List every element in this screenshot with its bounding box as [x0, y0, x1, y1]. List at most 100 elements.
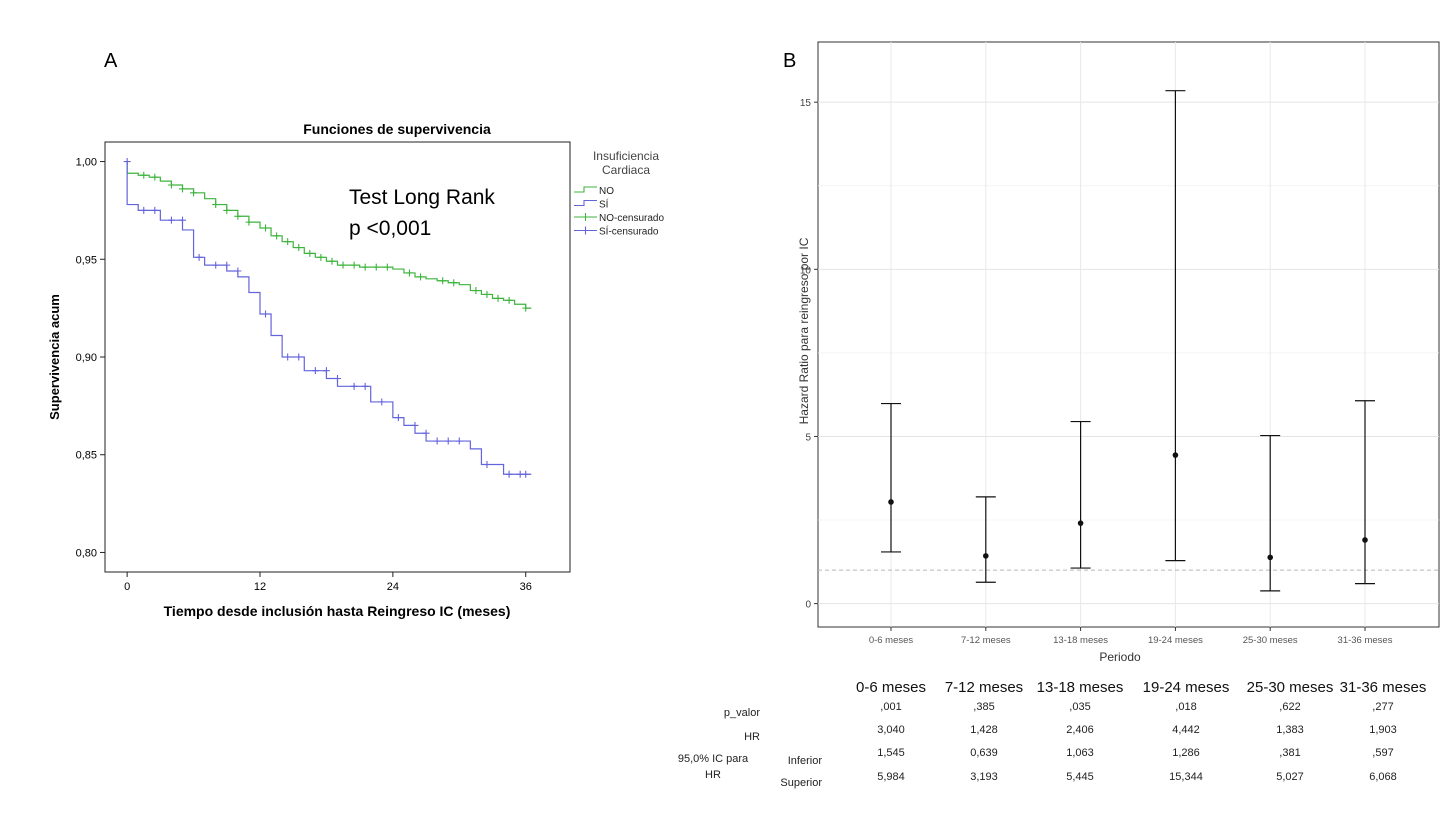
table-cell-hr: 2,406: [1066, 724, 1094, 736]
table-column-header: 31-36 meses: [1340, 679, 1427, 696]
row-label-p-valor: p_valor: [724, 707, 760, 719]
km-y-tick-label: 0,90: [76, 352, 97, 364]
km-censor-mark: [394, 414, 402, 422]
table-cell-inferior: 0,639: [970, 747, 998, 759]
km-censor-mark: [311, 367, 319, 375]
table-cell-hr: 1,903: [1369, 724, 1397, 736]
km-censor-mark: [472, 287, 480, 295]
km-censor-mark: [234, 212, 242, 220]
table-body: ,001 ,385 ,035 ,018 ,622 ,277 3,040 1,428 2,406 4…: [877, 701, 1397, 783]
km-censor-mark: [444, 437, 452, 445]
hr-x-tick-label: 13-18 meses: [1053, 635, 1108, 646]
panel-b: B 0 5 10 15 0-6 meses 7-12 meses 13-18 meses 19…: [783, 41, 1440, 664]
km-censor-mark: [334, 375, 341, 382]
hr-point: [888, 499, 894, 505]
km-annotation-pvalue: p <0,001: [349, 217, 431, 240]
table-cell-p_valor: ,622: [1279, 701, 1300, 713]
km-censor-mark: [245, 218, 253, 226]
table-column-header: 7-12 meses: [945, 679, 1023, 696]
table-cell-superior: 5,445: [1066, 771, 1094, 783]
table-cell-p_valor: ,385: [973, 701, 994, 713]
hr-x-axis-label: Periodo: [1099, 650, 1141, 664]
km-censor-mark: [505, 296, 513, 304]
panel-b-label: B: [783, 50, 796, 72]
km-y-axis-label: Supervivencia acum: [47, 294, 62, 420]
km-censor-mark: [322, 367, 330, 375]
km-censor-mark: [494, 294, 502, 302]
table-header-row: 0-6 meses 7-12 meses 13-18 meses 19-24 mese…: [856, 679, 1426, 696]
km-legend-swatch: [574, 186, 597, 193]
km-censor-mark: [212, 201, 220, 209]
hr-point: [983, 553, 989, 559]
table-cell-hr: 4,442: [1172, 724, 1200, 736]
table-cell-inferior: 1,286: [1172, 747, 1200, 759]
km-censor-mark: [223, 206, 231, 214]
km-censor-mark: [223, 261, 231, 269]
km-censor-mark: [328, 257, 336, 265]
table-cell-hr: 3,040: [877, 724, 905, 736]
table-cell-inferior: 1,063: [1066, 747, 1094, 759]
hr-axes: 0 5 10 15 0-6 meses 7-12 meses 13-18 meses 19-2…: [800, 98, 1393, 646]
table-cell-hr: 1,383: [1276, 724, 1304, 736]
km-y-tick-label: 0,95: [76, 254, 97, 266]
km-x-tick-label: 24: [387, 581, 399, 593]
km-legend-swatch: [574, 213, 597, 221]
panel-a: A Funciones de supervivencia 0 12 24 36 0,80…: [47, 50, 664, 619]
km-censor-mark: [483, 290, 491, 298]
km-censor-mark: [167, 181, 175, 189]
km-axes: 0 12 24 36 0,80 0,85 0,90 0,95 1,00: [76, 157, 532, 593]
km-censor-mark: [151, 206, 159, 214]
km-x-tick-label: 0: [124, 581, 130, 593]
table-column-header: 0-6 meses: [856, 679, 926, 696]
table-cell-inferior: 1,545: [877, 747, 905, 759]
table-cell-inferior: ,597: [1372, 747, 1393, 759]
table-cell-superior: 5,984: [877, 771, 905, 783]
km-censor-mark: [151, 173, 159, 181]
hr-x-tick-label: 19-24 meses: [1148, 635, 1203, 646]
km-annotation-test: Test Long Rank: [349, 186, 495, 209]
km-censor-mark: [306, 249, 314, 257]
km-censor-mark: [405, 269, 413, 277]
km-censor-mark: [439, 277, 447, 285]
panel-a-label: A: [104, 50, 118, 72]
km-censor-mark: [140, 171, 148, 179]
hr-error-bars: [881, 90, 1375, 592]
km-y-tick-label: 0,80: [76, 547, 97, 559]
km-censor-mark: [295, 244, 303, 252]
km-censor-mark: [417, 273, 425, 281]
km-plot-frame: [104, 141, 571, 573]
km-censor-mark: [190, 189, 198, 197]
km-censor-mark: [422, 429, 430, 437]
table-column-header: 19-24 meses: [1143, 679, 1230, 696]
km-censor-mark: [262, 310, 270, 318]
km-censor-mark: [378, 398, 386, 406]
results-table: 0-6 meses 7-12 meses 13-18 meses 19-24 mese…: [678, 679, 1427, 789]
km-censor-mark: [450, 279, 458, 287]
km-censor-mark: [262, 224, 270, 232]
km-censor-mark: [361, 263, 369, 271]
km-legend-title-line2: Cardiaca: [602, 163, 650, 177]
km-series-layer: [123, 158, 532, 478]
km-censor-mark: [234, 267, 242, 275]
table-cell-superior: 15,344: [1169, 771, 1203, 783]
hr-point: [1362, 537, 1368, 543]
table-cell-p_valor: ,018: [1175, 701, 1196, 713]
table-cell-p_valor: ,277: [1372, 701, 1393, 713]
km-censor-mark: [167, 216, 175, 224]
km-censor-mark: [295, 353, 303, 361]
km-censor-mark: [179, 216, 186, 224]
km-censor-mark: [350, 382, 358, 390]
table-cell-superior: 5,027: [1276, 771, 1304, 783]
km-censor-mark: [179, 185, 186, 193]
km-censor-mark: [212, 261, 220, 269]
row-label-superior: Superior: [780, 777, 822, 789]
km-legend-swatch: [574, 199, 597, 207]
km-censor-mark: [483, 461, 491, 468]
table-cell-superior: 3,193: [970, 771, 998, 783]
km-censor-mark: [383, 263, 391, 271]
km-legend-title-line1: Insuficiencia: [593, 149, 659, 163]
hr-y-tick-label: 15: [800, 98, 812, 109]
km-censor-mark: [522, 304, 530, 312]
